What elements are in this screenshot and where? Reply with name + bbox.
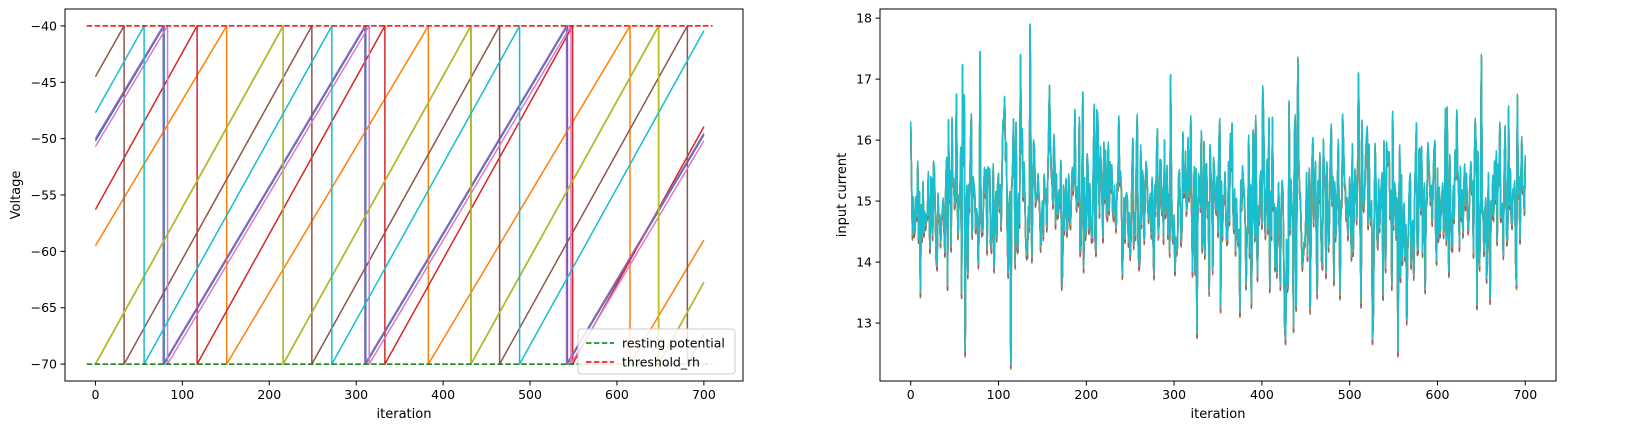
voltage-chart: 0 100 200 300 400 500 600 700 −70 −65 −60 −55 −50 −45… xyxy=(9,8,744,422)
voltage-series-line xyxy=(94,25,705,365)
voltage-series-line xyxy=(94,25,705,365)
current-x-tick-label: 600 xyxy=(1426,387,1450,402)
current-y-tick-label: 14 xyxy=(856,255,872,270)
current-x-tick-label: 400 xyxy=(1250,387,1274,402)
current-plot-area xyxy=(909,23,1527,370)
voltage-series-line xyxy=(94,25,705,365)
current-x-tick-label: 100 xyxy=(987,387,1011,402)
legend-label: resting potential xyxy=(622,336,725,351)
voltage-x-tick-label: 500 xyxy=(518,387,542,402)
voltage-y-tick-label: −70 xyxy=(31,357,57,372)
voltage-x-tick-label: 100 xyxy=(170,387,194,402)
current-axes-frame xyxy=(879,8,1557,382)
current-x-tick-label: 500 xyxy=(1338,387,1362,402)
voltage-y-tick-label: −40 xyxy=(31,18,57,33)
input-current-series-line xyxy=(909,23,1527,364)
current-y-tick-label: 15 xyxy=(856,194,872,209)
voltage-y-tick-label: −45 xyxy=(31,75,57,90)
current-y-tick-label: 16 xyxy=(856,133,872,148)
voltage-legend: resting potential threshold_rh xyxy=(577,328,736,375)
voltage-x-tick-label: 200 xyxy=(257,387,281,402)
legend-box xyxy=(577,328,736,375)
voltage-x-tick-label: 600 xyxy=(605,387,629,402)
voltage-x-tick-label: 0 xyxy=(91,387,99,402)
voltage-series-line xyxy=(94,25,705,365)
voltage-plot-area xyxy=(86,25,713,365)
current-y-axis-label: input current xyxy=(835,153,850,237)
legend-label: threshold_rh xyxy=(622,355,700,370)
voltage-y-axis-label: Voltage xyxy=(9,171,24,220)
voltage-series-line xyxy=(94,25,705,365)
voltage-x-tick-label: 300 xyxy=(344,387,368,402)
current-y-tick-label: 13 xyxy=(856,316,872,331)
voltage-x-tick-label: 700 xyxy=(692,387,716,402)
voltage-y-tick-label: −50 xyxy=(31,131,57,146)
current-x-tick-label: 300 xyxy=(1162,387,1186,402)
voltage-y-tick-label: −55 xyxy=(31,188,57,203)
current-y-tick-label: 18 xyxy=(856,11,872,26)
voltage-series-line xyxy=(94,25,705,365)
voltage-x-tick-label: 400 xyxy=(431,387,455,402)
current-y-tick-label: 17 xyxy=(856,72,872,87)
voltage-axes-frame xyxy=(64,8,744,382)
voltage-y-tick-label: −65 xyxy=(31,300,57,315)
voltage-y-tick-label: −60 xyxy=(31,244,57,259)
current-x-tick-label: 200 xyxy=(1074,387,1098,402)
voltage-series-line xyxy=(94,25,705,365)
voltage-x-axis-label: iteration xyxy=(377,407,432,422)
voltage-series-line xyxy=(94,25,705,365)
current-x-axis-label: iteration xyxy=(1191,407,1246,422)
current-x-tick-label: 700 xyxy=(1513,387,1537,402)
current-x-tick-label: 0 xyxy=(907,387,915,402)
input-current-chart: 0 100 200 300 400 500 600 700 13 14 15 16 17 18 iterat… xyxy=(835,8,1557,422)
